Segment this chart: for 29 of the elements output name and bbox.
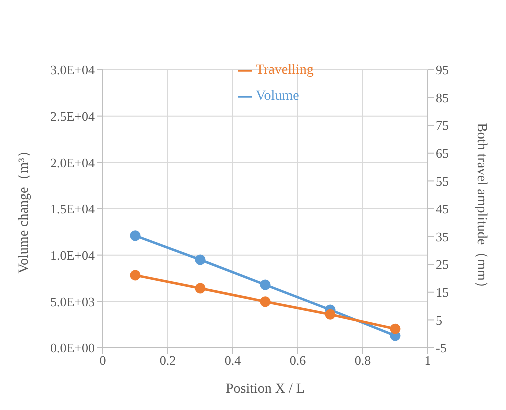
y-tick-label: 2.5E+04 [50,108,96,124]
legend-label: Volume [256,89,300,104]
x-axis-title: Position X / L [226,382,305,397]
y2-tick-label: 5 [436,312,442,328]
x-tick-label: 0.6 [290,353,307,368]
legend-label: Travelling [256,63,314,78]
x-tick-label: 1 [424,353,432,368]
y-tick-label: 2.0E+04 [50,155,96,170]
y-tick-label: 0.0E+00 [50,340,95,356]
y2-tick-label: 65 [436,146,449,162]
y2-axis-title: Both travel amplitude（mm） [474,123,490,295]
y2-tick-label: 75 [436,118,449,134]
y2-tick-label: 55 [436,174,449,189]
y2-tick-label: -5 [436,340,447,356]
y-tick-label: 5.0E+03 [50,294,95,310]
y2-tick-label: 25 [436,257,449,272]
y2-tick-label: 85 [436,90,449,106]
y-axis-title: Volume change（m³） [16,144,32,274]
y2-tick-label: 35 [436,229,449,244]
y2-tick-label: 45 [436,202,449,217]
x-tick-label: 0 [100,353,106,368]
y-tick-label: 3.0E+04 [50,62,96,78]
y2-tick-label: 15 [436,285,449,300]
x-tick-label: 0.2 [160,353,176,368]
y-tick-label: 1.0E+04 [50,248,96,263]
x-tick-label: 0.4 [224,353,242,368]
y2-tick-label: 95 [436,62,449,78]
y-tick-label: 1.5E+04 [50,202,96,217]
x-tick-label: 0.8 [354,353,372,368]
